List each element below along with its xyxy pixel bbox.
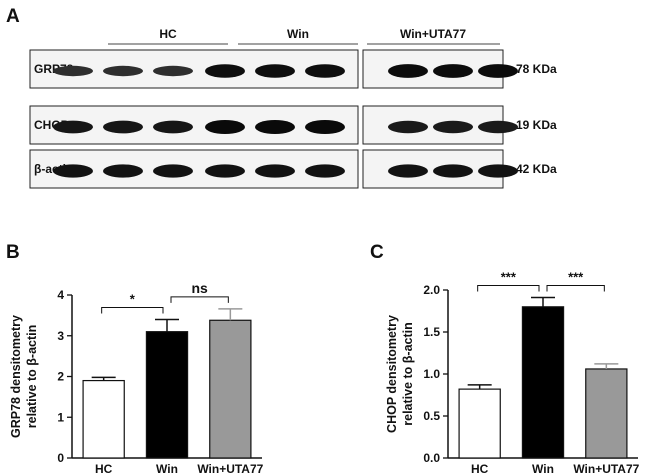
bar xyxy=(458,388,501,459)
group-label: Win+UTA77 xyxy=(400,27,466,41)
blot-band xyxy=(153,164,193,178)
y-tick-label: 2 xyxy=(57,370,64,384)
x-tick-label: Win+UTA77 xyxy=(573,462,639,474)
blot-band xyxy=(305,64,345,78)
x-tick-label: HC xyxy=(471,462,489,474)
grp78-bar-chart: 0 1 2 3 4 GRP78 densitometry relative to β-act… xyxy=(9,280,264,474)
blot-band xyxy=(388,120,428,134)
blot-band xyxy=(153,65,193,77)
y-tick-label: 2.0 xyxy=(423,283,440,297)
blot-band xyxy=(433,164,473,178)
blot-band xyxy=(53,164,93,178)
y-tick-label: 0.5 xyxy=(423,409,440,423)
group-label: Win xyxy=(287,27,309,41)
y-tick-label: 0 xyxy=(57,451,64,465)
blot-band xyxy=(255,120,295,134)
blot-size-label: 42 KDa xyxy=(516,162,557,176)
y-axis-title: GRP78 densitometry xyxy=(9,315,23,438)
y-axis-title: CHOP densitometry xyxy=(385,315,399,433)
blot-band xyxy=(305,120,345,134)
blot-band xyxy=(103,120,143,134)
x-tick-label: Win xyxy=(532,462,554,474)
blot-band xyxy=(103,65,143,77)
significance-label: * xyxy=(130,291,136,306)
blot-size-label: 19 KDa xyxy=(516,118,557,132)
blot-size-label: 78 KDa xyxy=(516,62,557,76)
blot-band xyxy=(53,65,93,77)
group-label: HC xyxy=(159,27,177,41)
panel-label-b: B xyxy=(6,242,20,263)
bar xyxy=(521,306,565,459)
blot-band xyxy=(205,120,245,134)
x-tick-label: Win+UTA77 xyxy=(197,462,263,474)
y-tick-label: 1.0 xyxy=(423,367,440,381)
blot-band xyxy=(433,120,473,134)
significance-label: *** xyxy=(501,270,517,285)
significance-bracket xyxy=(546,285,605,292)
blot-band xyxy=(205,64,245,78)
y-tick-label: 1 xyxy=(57,410,64,424)
y-tick-label: 1.5 xyxy=(423,325,440,339)
blot-band xyxy=(478,120,518,134)
significance-label: *** xyxy=(568,270,584,285)
significance-bracket xyxy=(477,285,540,292)
blot-band xyxy=(388,64,428,78)
y-tick-label: 3 xyxy=(57,329,64,343)
significance-bracket xyxy=(170,296,229,303)
panel-label-c: C xyxy=(370,242,384,263)
blot-band xyxy=(255,164,295,178)
significance-label: ns xyxy=(191,280,208,296)
blot-band xyxy=(305,164,345,178)
bar xyxy=(585,368,628,459)
bar xyxy=(82,379,125,459)
bar xyxy=(209,319,252,459)
blot-band xyxy=(255,64,295,78)
blot-band xyxy=(205,164,245,178)
significance-bracket xyxy=(101,306,164,314)
blot-band xyxy=(388,164,428,178)
bar xyxy=(145,331,189,459)
y-tick-label: 0.0 xyxy=(423,451,440,465)
x-tick-label: HC xyxy=(95,462,113,474)
x-tick-label: Win xyxy=(156,462,178,474)
blot-band xyxy=(153,120,193,134)
blot-band xyxy=(478,164,518,178)
y-axis-title: relative to β-actin xyxy=(401,322,415,426)
y-axis-title: relative to β-actin xyxy=(25,325,39,429)
blot-band xyxy=(103,164,143,178)
y-tick-label: 4 xyxy=(57,288,64,302)
chop-bar-chart: 0.0 0.5 1.0 1.5 2.0 CHOP densitometry relative… xyxy=(385,270,640,474)
blot-band xyxy=(478,64,518,78)
blot-band xyxy=(433,64,473,78)
panel-label-a: A xyxy=(6,6,20,27)
blot-band xyxy=(53,120,93,134)
